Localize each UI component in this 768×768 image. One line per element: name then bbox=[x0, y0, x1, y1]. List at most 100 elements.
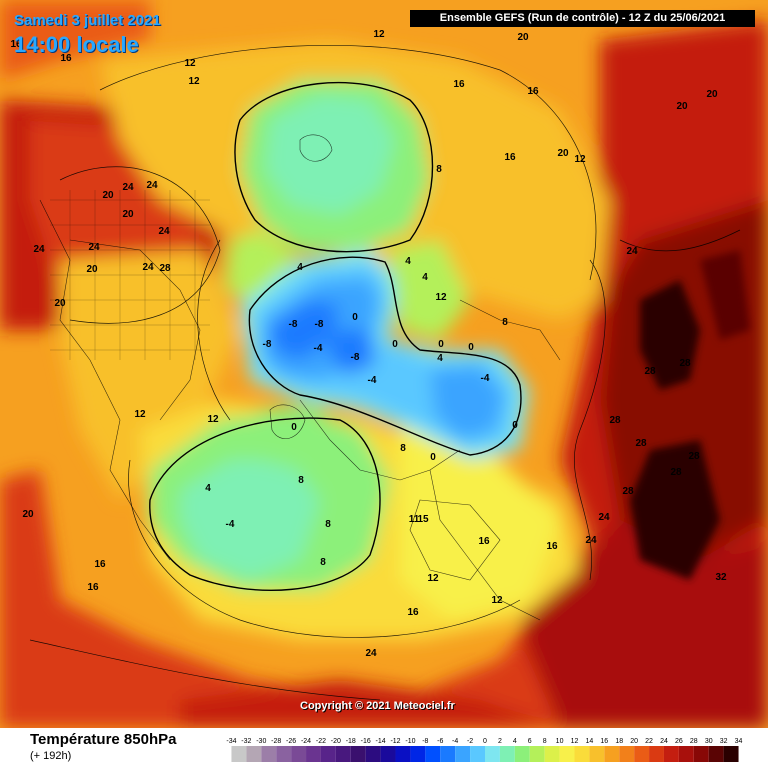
isotherm-label: 24 bbox=[365, 648, 377, 659]
isotherm-label: 4 bbox=[422, 272, 428, 283]
isotherm-label: 16 bbox=[10, 39, 22, 50]
legend-tick-label: -8 bbox=[422, 738, 428, 745]
legend-swatch bbox=[231, 746, 247, 762]
legend-tick-label: 32 bbox=[720, 738, 728, 745]
isotherm-label: 12 bbox=[435, 292, 447, 303]
isotherm-label: 16 bbox=[546, 541, 558, 552]
isotherm-label: 28 bbox=[635, 438, 647, 449]
isotherm-label: 0 bbox=[438, 339, 444, 350]
isotherm-label: 12 bbox=[134, 409, 146, 420]
legend-tick-label: 30 bbox=[705, 738, 713, 745]
legend-tick-label: 24 bbox=[660, 738, 668, 745]
legend-swatch bbox=[425, 746, 441, 762]
isotherm-label: 16 bbox=[94, 559, 106, 570]
temperature-map: -8-8-8-8-4-4-4-4000000044444888888121212… bbox=[0, 0, 768, 728]
legend-swatch bbox=[663, 746, 679, 762]
copyright-notice: Copyright © 2021 Meteociel.fr bbox=[300, 700, 455, 712]
isotherm-label: 0 bbox=[512, 420, 518, 431]
model-run-banner: Ensemble GEFS (Run de contrôle) - 12 Z d… bbox=[410, 10, 755, 27]
legend-swatch bbox=[544, 746, 560, 762]
legend-swatch bbox=[574, 746, 590, 762]
isotherm-label: 28 bbox=[622, 486, 634, 497]
legend-footer: Température 850hPa (+ 192h) -34 -32 -30 -28… bbox=[0, 728, 768, 768]
legend-tick-label: 10 bbox=[556, 738, 564, 745]
legend-tick-label: -26 bbox=[286, 738, 296, 745]
isotherm-label: 4 bbox=[205, 483, 211, 494]
isotherm-label: 24 bbox=[142, 262, 154, 273]
legend-tick-label: -22 bbox=[316, 738, 326, 745]
legend-swatch bbox=[559, 746, 575, 762]
isotherm-label: 28 bbox=[609, 415, 621, 426]
forecast-date: Samedi 3 juillet 2021 bbox=[14, 12, 161, 29]
legend-tick-label: 2 bbox=[498, 738, 502, 745]
legend-tick-label: 14 bbox=[586, 738, 594, 745]
isotherm-label: 16 bbox=[453, 79, 465, 90]
legend-tick-label: 6 bbox=[528, 738, 532, 745]
legend-swatch bbox=[306, 746, 321, 762]
isotherm-label: 16 bbox=[478, 536, 490, 547]
legend-tick-label: -12 bbox=[390, 738, 400, 745]
legend-tick-label: -6 bbox=[437, 738, 443, 745]
isotherm-label: 0 bbox=[468, 342, 474, 353]
variable-title: Température 850hPa bbox=[30, 731, 177, 748]
color-scale-legend: -34 -32 -30 -28 -26 -24 -22 -20 -18 -16 -14 -12 -10-… bbox=[226, 738, 743, 762]
legend-tick-label: -24 bbox=[301, 738, 311, 745]
isotherm-label: 20 bbox=[557, 148, 569, 159]
legend-tick-label: 16 bbox=[600, 738, 608, 745]
legend-swatch bbox=[649, 746, 664, 762]
legend-swatch bbox=[395, 746, 411, 762]
isotherm-label: 28 bbox=[670, 467, 682, 478]
legend-swatch bbox=[440, 746, 456, 762]
legend-swatch bbox=[485, 746, 500, 762]
isotherm-label: 8 bbox=[502, 317, 508, 328]
isotherm-label: 4 bbox=[437, 353, 443, 364]
legend-swatch bbox=[589, 746, 605, 762]
isotherm-label: 20 bbox=[517, 32, 529, 43]
isotherm-label: 20 bbox=[22, 509, 34, 520]
isotherm-label: -8 bbox=[263, 339, 272, 350]
isotherm-label: 16 bbox=[87, 582, 99, 593]
legend-swatch bbox=[723, 746, 739, 762]
isotherm-label: 20 bbox=[706, 89, 718, 100]
legend-tick-label: -32 bbox=[241, 738, 251, 745]
legend-swatch bbox=[365, 746, 381, 762]
legend-tick-label: -16 bbox=[361, 738, 371, 745]
isotherm-label: 24 bbox=[598, 512, 610, 523]
legend-tick-label: -4 bbox=[452, 738, 458, 745]
legend-tick-label: 34 bbox=[735, 738, 743, 745]
isotherm-label: 12 bbox=[491, 595, 503, 606]
legend-tick-label: -28 bbox=[271, 738, 281, 745]
isotherm-label: 24 bbox=[122, 182, 134, 193]
legend-tick-label: 26 bbox=[675, 738, 683, 745]
isotherm-label: 24 bbox=[146, 180, 158, 191]
legend-swatch bbox=[380, 746, 396, 762]
legend-swatch bbox=[499, 746, 515, 762]
legend-tick-label: -18 bbox=[346, 738, 356, 745]
isotherm-label: 20 bbox=[122, 209, 134, 220]
isotherm-label: 12 bbox=[373, 29, 385, 40]
legend-tick-label: -20 bbox=[331, 738, 341, 745]
isotherm-label: 24 bbox=[33, 244, 45, 255]
isotherm-label: 8 bbox=[320, 557, 326, 568]
isotherm-label: 16 bbox=[407, 607, 419, 618]
legend-tick-label: -10 bbox=[405, 738, 415, 745]
isotherm-label: -4 bbox=[226, 519, 235, 530]
isotherm-label: -4 bbox=[314, 343, 323, 354]
legend-swatch bbox=[350, 746, 366, 762]
legend-tick-label: -30 bbox=[256, 738, 266, 745]
isotherm-label: 12 bbox=[427, 573, 439, 584]
legend-tick-label: 28 bbox=[690, 738, 698, 745]
isotherm-label: 20 bbox=[102, 190, 114, 201]
isotherm-label: 28 bbox=[688, 451, 700, 462]
isotherm-label: -4 bbox=[368, 375, 377, 386]
isotherm-label: 12 bbox=[207, 414, 219, 425]
isotherm-label: -8 bbox=[315, 319, 324, 330]
isotherm-label: 12 bbox=[184, 58, 196, 69]
legend-swatch bbox=[604, 746, 620, 762]
isotherm-label: 28 bbox=[159, 263, 171, 274]
isotherm-label: 24 bbox=[88, 242, 100, 253]
isotherm-label: 4 bbox=[297, 262, 303, 273]
isotherm-label: 24 bbox=[626, 246, 638, 257]
isotherm-label: -8 bbox=[351, 352, 360, 363]
legend-swatch bbox=[335, 746, 351, 762]
